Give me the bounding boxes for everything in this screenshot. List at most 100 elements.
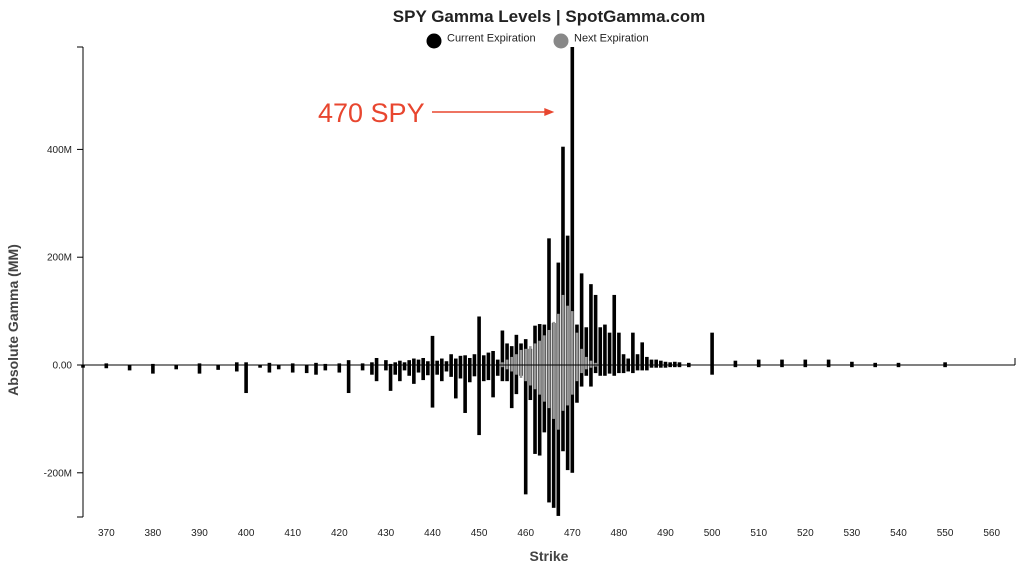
bar	[687, 362, 691, 365]
bar	[430, 335, 435, 365]
bar	[561, 146, 565, 365]
bar	[384, 360, 388, 365]
bar	[337, 365, 342, 373]
bar	[533, 365, 537, 454]
bar	[151, 363, 155, 365]
bar	[290, 363, 295, 365]
bar	[659, 360, 663, 365]
bar	[571, 365, 574, 395]
bar	[486, 365, 491, 381]
bar	[654, 359, 658, 365]
bar	[509, 365, 514, 409]
bar	[575, 365, 579, 382]
bar	[500, 365, 505, 382]
bar	[505, 359, 509, 365]
bar	[645, 356, 649, 365]
bar	[593, 365, 598, 374]
bar	[552, 321, 555, 365]
bar	[733, 365, 738, 368]
bar	[360, 363, 365, 365]
bar	[435, 365, 439, 375]
bar	[566, 305, 569, 365]
bar	[603, 365, 607, 376]
bar	[234, 365, 239, 372]
bar	[216, 365, 220, 370]
bar	[663, 361, 668, 365]
bar	[440, 365, 444, 382]
bar	[826, 359, 831, 365]
x-tick-label: 380	[145, 528, 162, 539]
series-current	[81, 47, 947, 516]
bar	[896, 365, 901, 368]
bar	[687, 365, 691, 368]
x-tick-label: 510	[750, 528, 767, 539]
x-tick-label: 410	[284, 528, 301, 539]
bar	[607, 332, 612, 365]
bar	[197, 363, 202, 365]
bar	[631, 332, 635, 365]
y-axis: 400M 200M 0.00 -200M	[44, 46, 84, 518]
bar	[314, 362, 318, 365]
bar	[412, 358, 416, 365]
x-tick-label: 490	[657, 528, 674, 539]
bar	[467, 357, 472, 365]
x-tick-label: 460	[517, 528, 534, 539]
bar	[547, 238, 551, 365]
bar	[509, 346, 514, 365]
bar	[514, 365, 519, 395]
bar	[538, 365, 541, 395]
bar	[174, 365, 178, 370]
x-tick-label: 390	[191, 528, 208, 539]
bar	[593, 294, 598, 365]
bar	[537, 365, 542, 456]
bar	[416, 359, 421, 365]
bar	[430, 365, 435, 408]
bar	[589, 365, 593, 368]
bar	[346, 360, 351, 365]
x-axis-label: Strike	[530, 548, 569, 564]
bar	[556, 365, 561, 516]
bar	[850, 361, 854, 365]
bar	[127, 365, 132, 371]
x-tick-label: 470	[564, 528, 581, 539]
bar	[244, 362, 248, 365]
bar	[407, 360, 411, 365]
chart-title: SPY Gamma Levels | SpotGamma.com	[393, 7, 705, 26]
bar	[258, 365, 262, 368]
bar	[463, 355, 467, 365]
bar	[510, 365, 514, 372]
bar	[635, 354, 640, 365]
bar	[873, 362, 877, 365]
bar	[594, 365, 597, 367]
legend-label-current: Current Expiration	[447, 33, 536, 45]
x-tick-label: 500	[704, 528, 721, 539]
bar	[374, 357, 379, 365]
bar	[543, 365, 546, 402]
bar	[850, 365, 854, 368]
bar	[514, 334, 519, 365]
x-axis: 370 380 390 400 410 420 430 440 450 460 470 480 490 5…	[83, 358, 1016, 539]
bar	[486, 352, 491, 365]
legend-swatch-current	[426, 33, 442, 49]
bar	[677, 365, 682, 368]
bar	[621, 354, 626, 365]
bar	[551, 365, 556, 508]
x-tick-label: 450	[471, 528, 488, 539]
bar	[515, 365, 518, 375]
bar	[640, 365, 644, 371]
x-tick-label: 520	[797, 528, 814, 539]
x-tick-label: 420	[331, 528, 348, 539]
bar	[388, 363, 393, 365]
bar	[589, 365, 593, 387]
bar	[580, 365, 583, 374]
bar	[803, 365, 808, 368]
bar	[640, 342, 644, 365]
bar	[495, 365, 500, 376]
plot-area	[81, 47, 947, 516]
bar	[360, 365, 365, 371]
bar	[491, 350, 495, 365]
bar	[533, 365, 537, 390]
bar	[557, 313, 560, 365]
bar	[491, 365, 495, 398]
x-tick-label: 550	[937, 528, 954, 539]
